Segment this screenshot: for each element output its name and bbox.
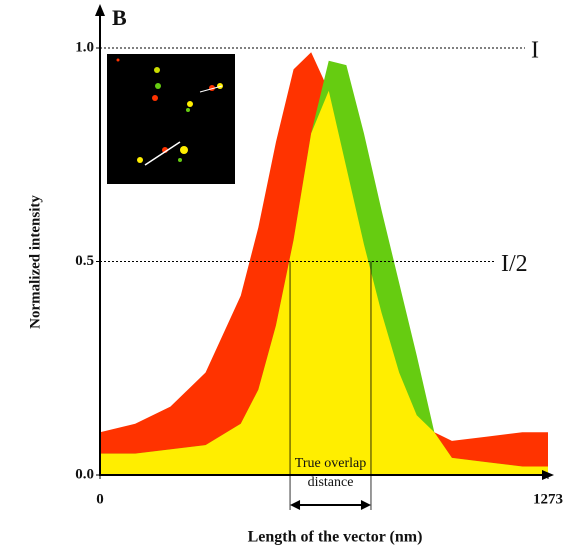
x-tick-label: 0 <box>96 491 104 507</box>
arrow-head <box>290 500 300 510</box>
y-tick-label: 0.0 <box>75 466 94 482</box>
overlap-label: distance <box>308 475 354 490</box>
overlap-label: True overlap <box>295 456 366 471</box>
y-tick-label: 1.0 <box>75 39 94 55</box>
y-axis-label: Normalized intensity <box>27 195 43 329</box>
panel-label: B <box>112 5 127 30</box>
inset-image <box>107 54 235 184</box>
chart: B Normalized intensity Length of the vec… <box>0 0 585 553</box>
guide-label: I <box>531 38 539 64</box>
y-axis-arrow <box>95 4 105 16</box>
y-tick-label: 0.5 <box>75 253 94 269</box>
x-tick-label: 1273 <box>533 491 563 507</box>
x-axis-label: Length of the vector (nm) <box>248 529 423 546</box>
arrow-head <box>361 500 371 510</box>
guide-label: I/2 <box>501 251 528 277</box>
